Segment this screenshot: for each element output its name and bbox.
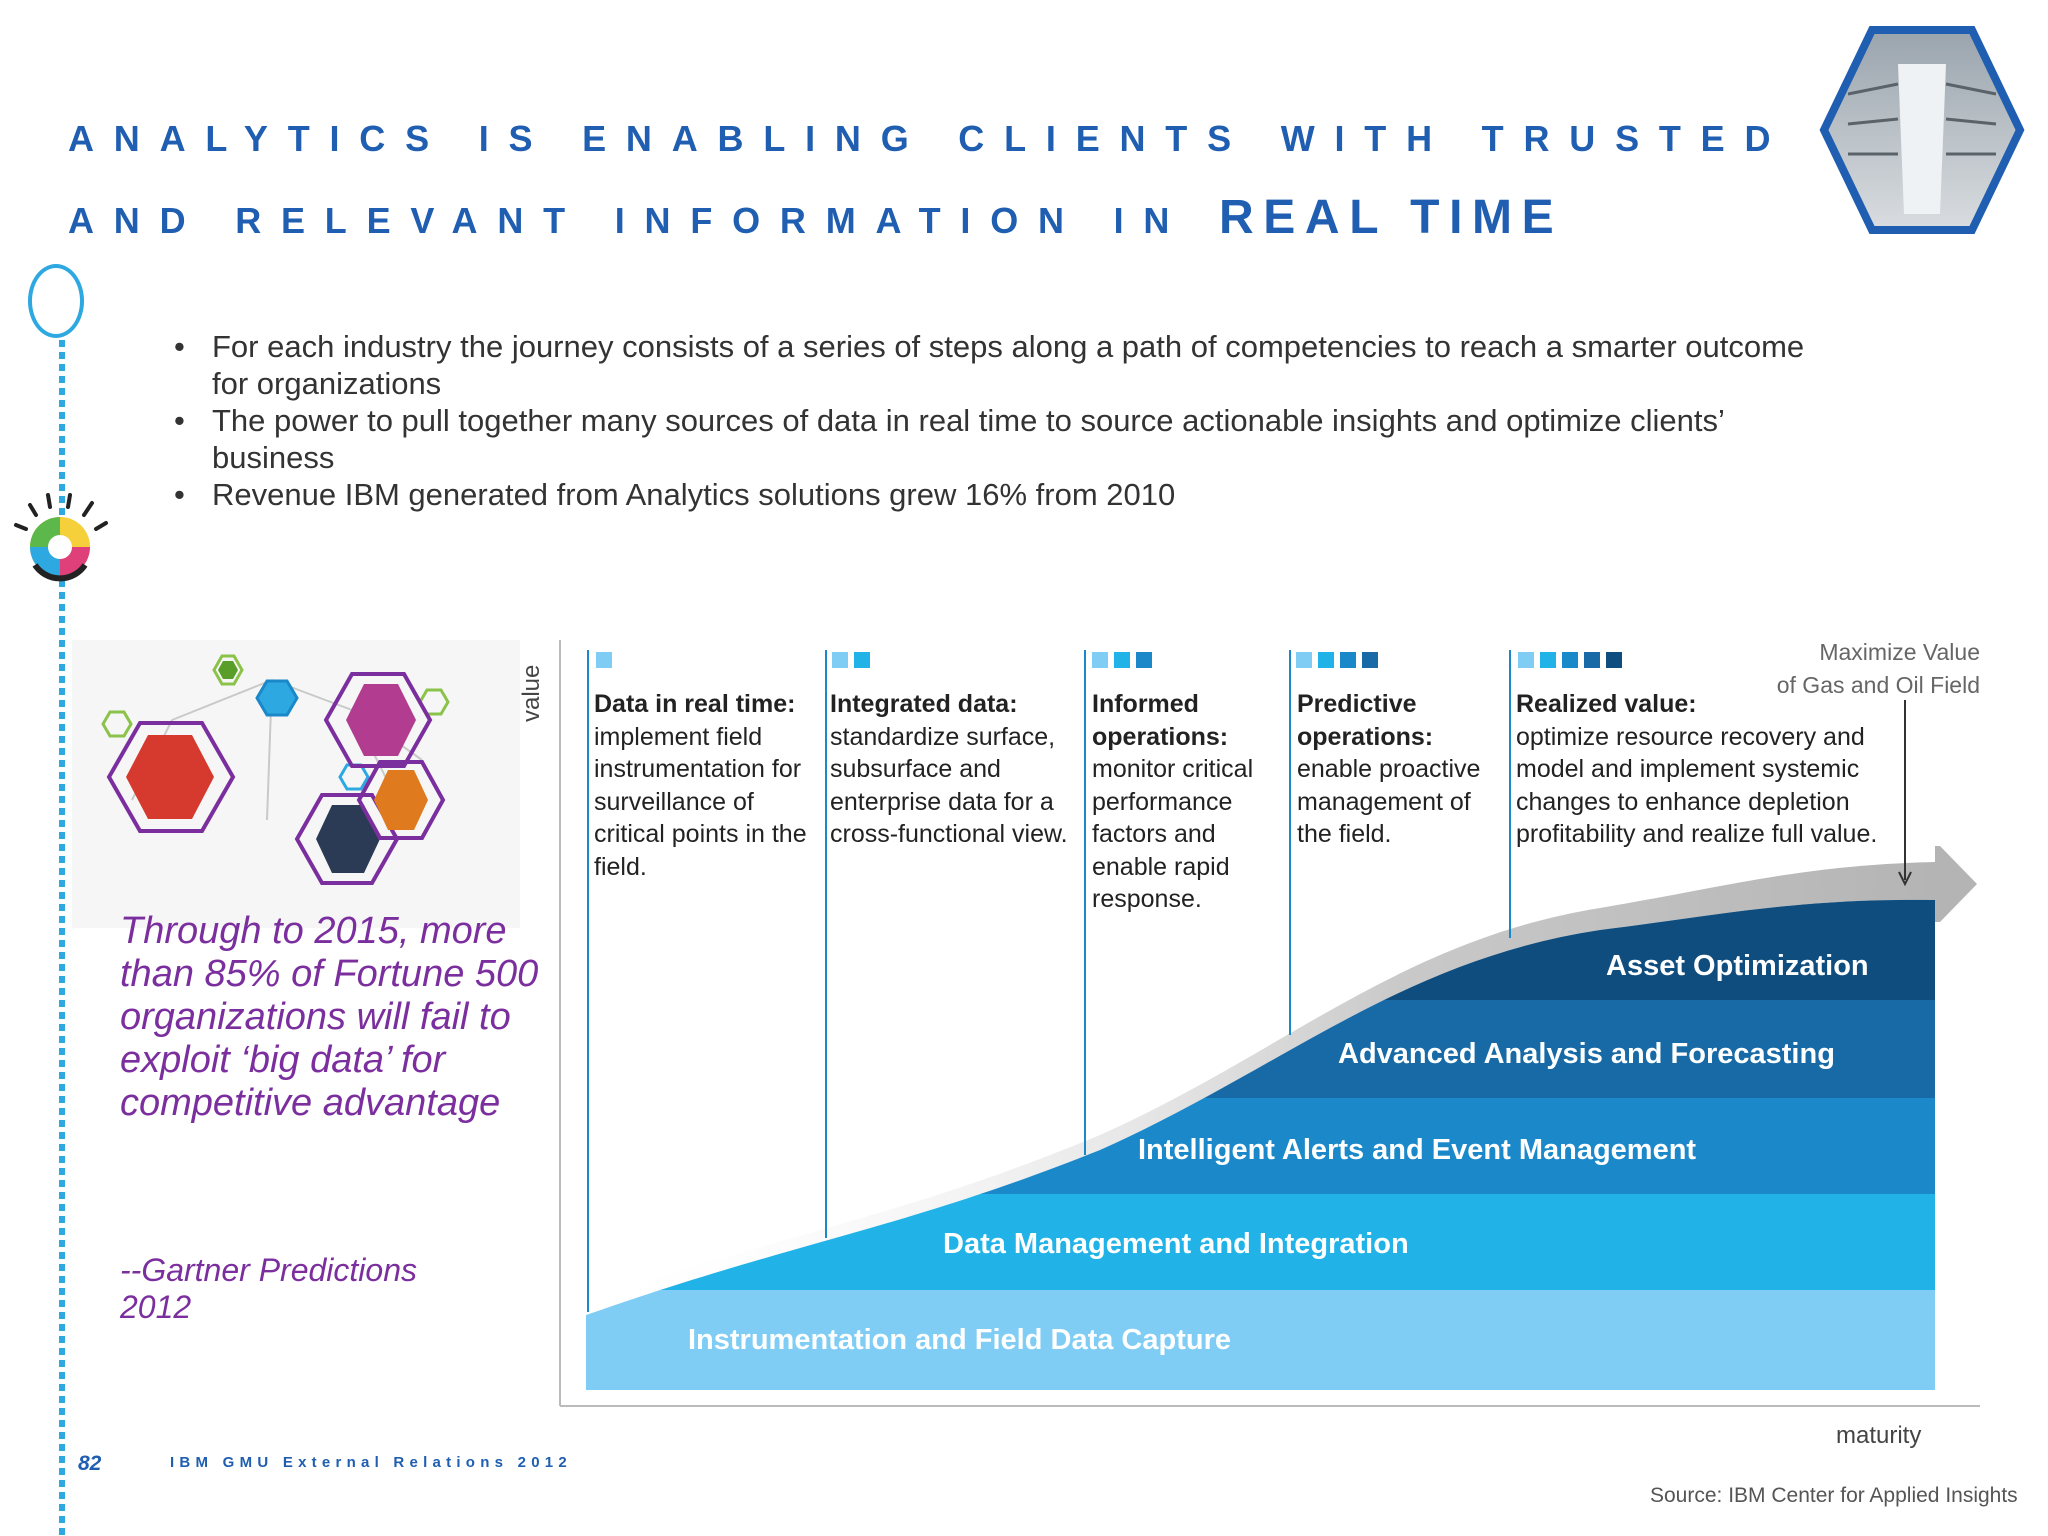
maturity-diagram xyxy=(559,640,1980,1407)
maturity-squares xyxy=(596,652,1622,668)
bullet-list: For each industry the journey consists o… xyxy=(170,328,1810,513)
gartner-quote: Through to 2015, more than 85% of Fortun… xyxy=(120,910,539,1124)
x-axis-label: maturity xyxy=(1836,1422,1922,1449)
stage-2: Integrated data: standardize surface, su… xyxy=(830,690,1068,848)
slide-title-line-2: and relevant information in REAL TIME xyxy=(68,190,1563,245)
growth-arrow xyxy=(586,850,1942,1315)
stage-3: Informed operations: monitor critical pe… xyxy=(1092,690,1254,913)
bullet-item: The power to pull together many sources … xyxy=(170,402,1810,476)
bullet-item: Revenue IBM generated from Analytics sol… xyxy=(170,476,1810,513)
diagram-source: Source: IBM Center for Applied Insights xyxy=(1650,1484,2018,1507)
stage-1: Data in real time: implement field instr… xyxy=(594,690,807,881)
layer-label-intelligent-alerts: Intelligent Alerts and Event Management xyxy=(1138,1134,1697,1166)
ibm-smarter-planet-icon xyxy=(14,493,108,582)
page-number: 82 xyxy=(78,1452,102,1475)
datacenter-hexagon-image xyxy=(1819,26,2025,234)
decorative-ring xyxy=(28,264,84,338)
layer-label-instrumentation: Instrumentation and Field Data Capture xyxy=(688,1324,1231,1356)
maximize-value-annotation: Maximize Value of Gas and Oil Field xyxy=(1776,639,1980,698)
slide-title-emphasis: REAL TIME xyxy=(1219,191,1564,244)
footer-label: IBM GMU External Relations 2012 xyxy=(170,1454,572,1471)
layer-label-advanced-analysis: Advanced Analysis and Forecasting xyxy=(1338,1038,1835,1070)
decorative-dotted-line xyxy=(59,340,65,1536)
stage-4: Predictive operations: enable proactive … xyxy=(1297,690,1481,848)
bullet-item: For each industry the journey consists o… xyxy=(170,328,1810,402)
slide-title-prefix: and relevant information in xyxy=(68,200,1190,241)
quote-source: --Gartner Predictions 2012 xyxy=(120,1252,417,1325)
slide-title-line-1: Analytics is enabling clients with trust… xyxy=(68,118,1791,159)
layer-label-asset-optimization: Asset Optimization xyxy=(1606,950,1869,982)
stage-5: Realized value: optimize resource recove… xyxy=(1516,690,1878,848)
hexagon-gems-illustration xyxy=(72,640,520,928)
layer-band-1 xyxy=(586,1290,1935,1390)
layer-label-data-management: Data Management and Integration xyxy=(943,1228,1409,1260)
y-axis-label: value xyxy=(518,664,545,722)
